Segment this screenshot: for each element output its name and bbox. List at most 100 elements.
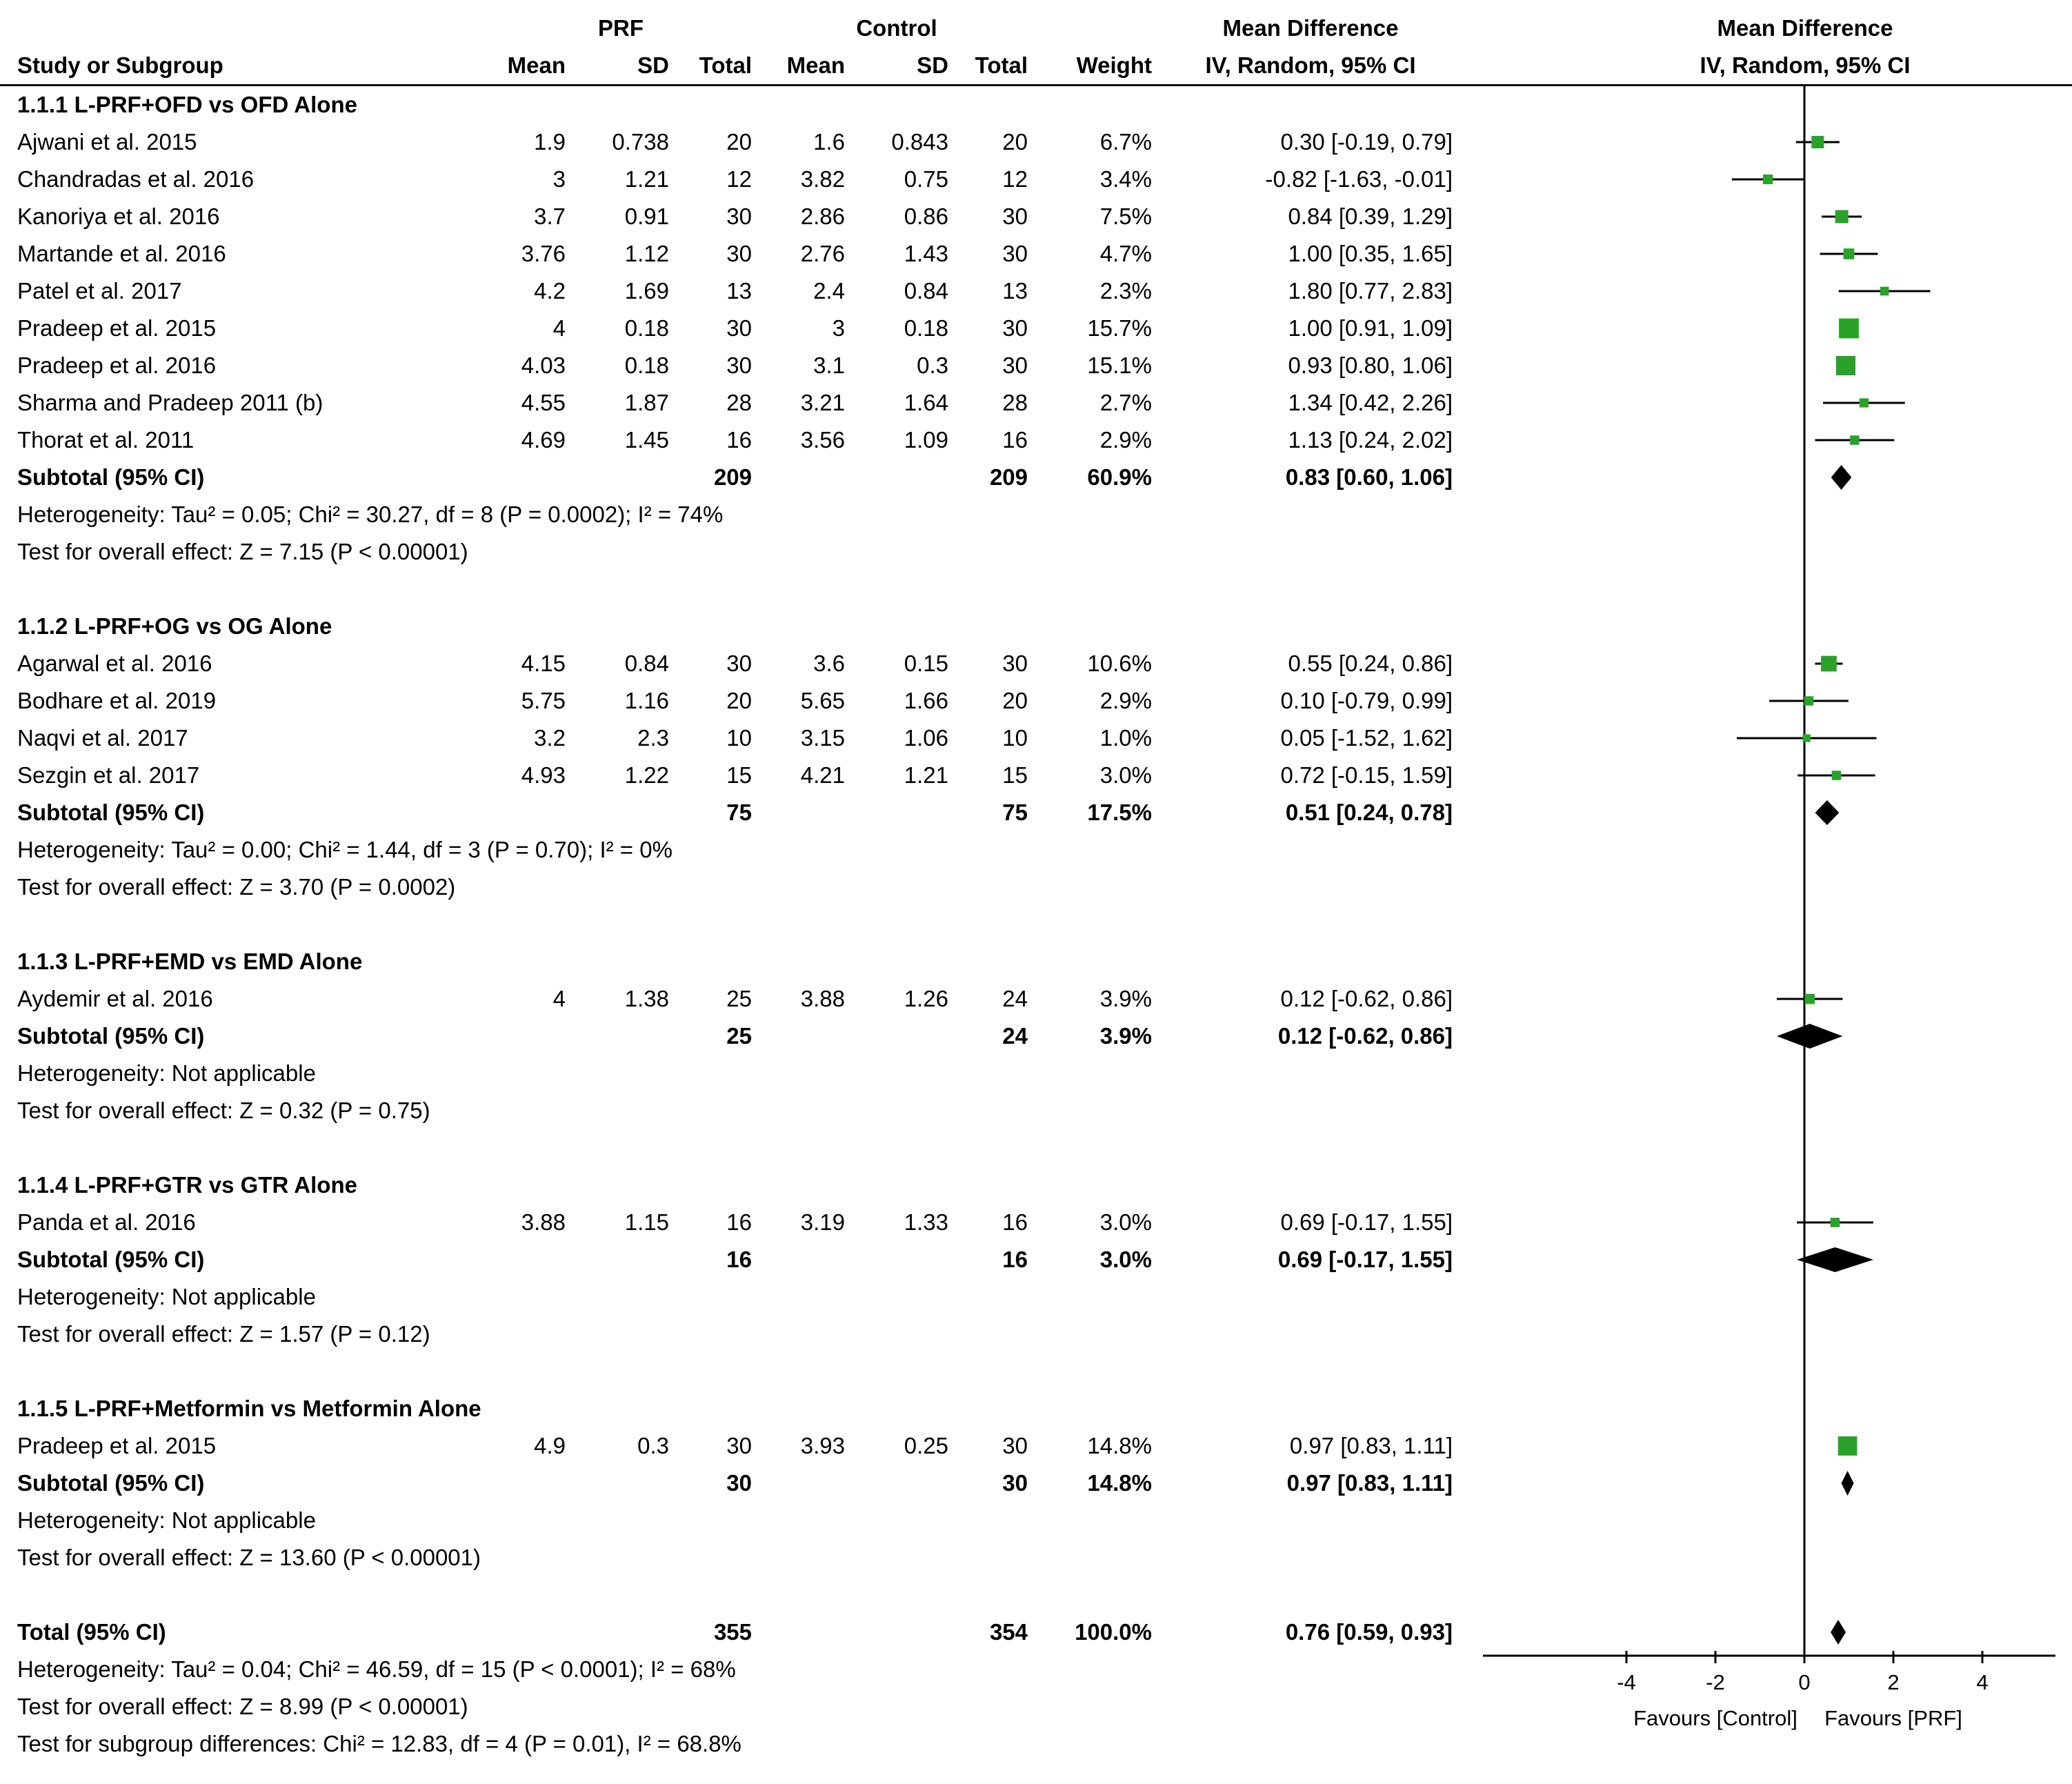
study-name: Sharma and Pradeep 2011 (b) <box>17 390 323 415</box>
pooled-diamond <box>1841 1471 1854 1496</box>
prf-total: 30 <box>726 353 752 378</box>
control-total: 16 <box>1002 1209 1028 1235</box>
prf-sd: 1.15 <box>624 1209 669 1235</box>
study-row: Pradeep et al. 2016 4.03 0.18 30 3.1 0.3 30 15.… <box>0 347 2072 384</box>
study-name: Agarwal et al. 2016 <box>17 651 212 676</box>
study-name: Pradeep et al. 2015 <box>17 315 217 341</box>
plot-segment <box>1803 1576 1806 1614</box>
control-total: 30 <box>1002 241 1028 266</box>
control-total: 28 <box>1002 390 1028 415</box>
plot-segment <box>1731 161 1806 198</box>
weight-value: 4.7% <box>1099 241 1152 266</box>
plot-segment <box>1803 1055 1806 1092</box>
effect-test-row: Test for overall effect: Z = 0.32 (P = 0… <box>0 1092 2072 1129</box>
study-row: Naqvi et al. 2017 3.2 2.3 10 3.15 1.06 10 1.0% 0… <box>0 720 2072 757</box>
study-row: Sharma and Pradeep 2011 (b) 4.55 1.87 28 3.2… <box>0 384 2072 422</box>
plot-segment <box>1803 1353 1806 1390</box>
subtotal-weight: 3.9% <box>1099 1023 1152 1049</box>
weight-value: 15.1% <box>1087 353 1152 378</box>
axis-svg: -4 -2 0 2 4 Favours [Control] Favours [PRF] <box>1483 1651 2055 1730</box>
subtotal-ci-text: 0.12 [-0.62, 0.86] <box>1277 1023 1453 1049</box>
header-row-columns: Study or Subgroup Mean SD Total Mean SD … <box>0 47 2072 86</box>
plot-cell <box>1462 1241 2072 1278</box>
prf-total-header: Total <box>699 52 752 78</box>
plot-cell <box>1462 571 2072 608</box>
subtotal-control-total: 16 <box>1002 1247 1028 1272</box>
prf-mean: 4.03 <box>521 353 566 378</box>
subtotal-control-total: 24 <box>1002 1023 1028 1049</box>
group-header-row: 1.1.5 L-PRF+Metformin vs Metformin Alone <box>0 1390 2072 1427</box>
control-mean: 3.56 <box>800 427 845 453</box>
prf-mean: 3.88 <box>521 1209 566 1235</box>
prf-sd: 1.69 <box>624 278 669 304</box>
plot-segment <box>1797 1204 1873 1241</box>
plot-cell <box>1462 1427 2072 1465</box>
prf-total: 30 <box>726 204 752 229</box>
plot-cell <box>1462 1204 2072 1241</box>
plot-cell <box>1462 1055 2072 1092</box>
weight-value: 2.9% <box>1099 688 1152 713</box>
prf-total: 13 <box>726 278 752 304</box>
subtotal-control-total: 209 <box>989 464 1028 490</box>
prf-sd: 1.22 <box>624 762 669 788</box>
study-row: Pradeep et al. 2015 4.9 0.3 30 3.93 0.25 30 14.… <box>0 1427 2072 1465</box>
md-ci-text: 1.13 [0.24, 2.02] <box>1288 427 1453 453</box>
study-name: Aydemir et al. 2016 <box>17 986 213 1011</box>
subtotal-label: Subtotal (95% CI) <box>17 464 205 490</box>
effect-marker <box>1837 1436 1857 1456</box>
study-name: Thorat et al. 2011 <box>17 427 195 453</box>
control-mean: 3.88 <box>800 986 845 1011</box>
total-effect-test-text: Test for overall effect: Z = 8.99 (P < 0… <box>17 1694 468 1719</box>
prf-total: 20 <box>726 688 752 713</box>
prf-total: 12 <box>726 166 752 192</box>
effect-test-row: Test for overall effect: Z = 1.57 (P = 0… <box>0 1316 2072 1353</box>
study-row: Chandradas et al. 2016 3 1.21 12 3.82 0.75 12 3… <box>0 161 2072 198</box>
weight-value: 15.7% <box>1087 315 1152 341</box>
study-row: Martande et al. 2016 3.76 1.12 30 2.76 1.43 30… <box>0 235 2072 272</box>
study-row: Thorat et al. 2011 4.69 1.45 16 3.56 1.09 16 2.… <box>0 422 2072 459</box>
effect-test-row-text: Test for overall effect: Z = 13.60 (P < … <box>17 1545 481 1570</box>
effect-marker <box>1802 734 1811 742</box>
control-sd: 0.15 <box>904 651 948 676</box>
study-name: Naqvi et al. 2017 <box>17 725 188 751</box>
control-sd: 0.86 <box>904 204 948 229</box>
control-mean: 2.86 <box>800 204 845 229</box>
plot-cell <box>1462 1390 2072 1427</box>
total-ci-text: 0.76 [0.59, 0.93] <box>1285 1619 1453 1645</box>
control-sd: 0.843 <box>891 129 948 155</box>
plot-cell <box>1462 496 2072 533</box>
plot-cell <box>1462 645 2072 682</box>
plot-segment <box>1803 869 1806 906</box>
plot-cell <box>1462 682 2072 720</box>
control-mean: 5.65 <box>800 688 845 713</box>
effect-marker <box>1850 435 1860 445</box>
plot-segment <box>1803 1390 1806 1427</box>
prf-sd: 1.87 <box>624 390 669 415</box>
group-header-row: 1.1.4 L-PRF+GTR vs GTR Alone <box>0 1167 2072 1204</box>
prf-total: 15 <box>726 762 752 788</box>
pooled-diamond <box>1831 465 1852 490</box>
tick-label: -2 <box>1706 1670 1725 1694</box>
subtotal-label: Subtotal (95% CI) <box>17 1470 205 1496</box>
control-mean: 3.93 <box>800 1433 845 1458</box>
control-mean: 3.82 <box>800 166 845 192</box>
effect-marker <box>1830 1218 1840 1227</box>
prf-sd: 0.91 <box>624 204 669 229</box>
plot-cell <box>1462 1465 2072 1502</box>
prf-mean: 3 <box>552 166 566 192</box>
study-name: Ajwani et al. 2015 <box>17 129 197 155</box>
effect-marker <box>1821 655 1837 672</box>
control-mean-header: Mean <box>786 52 845 78</box>
control-mean: 3.21 <box>800 390 845 415</box>
group-title: 1.1.1 L-PRF+OFD vs OFD Alone <box>17 92 357 117</box>
plot-segment <box>1803 943 1806 980</box>
subtotal-weight: 14.8% <box>1087 1470 1152 1496</box>
plot-cell <box>1462 384 2072 422</box>
study-row: Kanoriya et al. 2016 3.7 0.91 30 2.86 0.86 30 7… <box>0 198 2072 235</box>
control-mean: 4.21 <box>800 762 845 788</box>
plot-segment <box>1803 422 1895 459</box>
control-sd: 1.09 <box>904 427 948 453</box>
subtotal-row: Subtotal (95% CI) 25 24 3.9% 0.12 [-0.62, 0.… <box>0 1018 2072 1055</box>
study-row: Sezgin et al. 2017 4.93 1.22 15 4.21 1.21 15 3.… <box>0 757 2072 794</box>
control-total-header: Total <box>975 52 1028 78</box>
